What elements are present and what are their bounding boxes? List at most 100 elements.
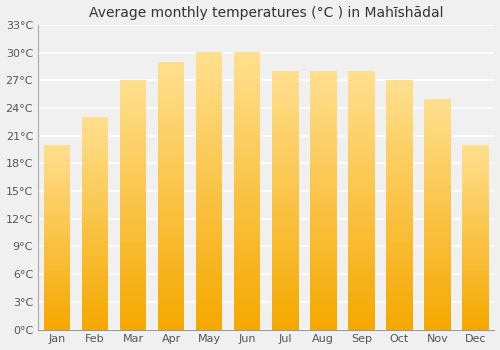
Bar (234, 256, 260, 260)
Bar (44, 237, 70, 240)
Bar (82, 255, 108, 259)
Bar (196, 145, 222, 149)
Bar (310, 153, 336, 157)
Bar (158, 204, 184, 209)
Bar (82, 220, 108, 223)
Bar (310, 200, 336, 205)
Bar (424, 122, 450, 126)
Bar (120, 296, 146, 301)
Bar (424, 287, 450, 291)
Bar (82, 184, 108, 188)
Bar (234, 149, 260, 154)
Bar (348, 217, 374, 222)
Bar (272, 127, 298, 131)
Bar (120, 222, 146, 226)
Bar (424, 195, 450, 199)
Bar (234, 196, 260, 200)
Bar (44, 216, 70, 219)
Bar (120, 176, 146, 180)
Bar (386, 105, 412, 109)
Bar (158, 262, 184, 267)
Bar (234, 228, 260, 233)
Bar (234, 246, 260, 251)
Bar (424, 257, 450, 260)
Bar (462, 185, 488, 188)
Bar (310, 235, 336, 239)
Bar (386, 222, 412, 226)
Bar (462, 216, 488, 219)
Bar (120, 197, 146, 201)
Bar (462, 237, 488, 240)
Bar (82, 287, 108, 290)
Bar (158, 129, 184, 133)
Bar (272, 88, 298, 93)
Bar (386, 122, 412, 126)
Bar (82, 174, 108, 177)
Bar (44, 222, 70, 225)
Bar (272, 247, 298, 252)
Bar (44, 243, 70, 246)
Bar (424, 272, 450, 276)
Bar (196, 325, 222, 330)
Bar (82, 209, 108, 213)
Bar (348, 235, 374, 239)
Bar (310, 239, 336, 243)
Bar (310, 179, 336, 183)
Bar (82, 124, 108, 128)
Bar (120, 130, 146, 134)
Bar (44, 188, 70, 191)
Bar (348, 79, 374, 84)
Bar (310, 157, 336, 162)
Bar (158, 240, 184, 245)
Bar (462, 197, 488, 200)
Bar (158, 209, 184, 214)
Bar (462, 314, 488, 317)
Bar (120, 317, 146, 321)
Bar (272, 316, 298, 321)
Bar (424, 233, 450, 237)
Bar (424, 114, 450, 118)
Bar (424, 99, 450, 103)
Bar (348, 92, 374, 97)
Bar (310, 131, 336, 136)
Bar (424, 226, 450, 230)
Bar (462, 191, 488, 194)
Bar (120, 288, 146, 292)
Bar (462, 228, 488, 231)
Bar (44, 289, 70, 293)
Bar (310, 304, 336, 308)
Bar (82, 273, 108, 276)
Bar (386, 259, 412, 263)
Bar (424, 153, 450, 156)
Bar (348, 105, 374, 110)
Bar (386, 130, 412, 134)
Bar (386, 317, 412, 321)
Bar (348, 239, 374, 243)
Bar (120, 155, 146, 159)
Bar (234, 209, 260, 214)
Bar (424, 203, 450, 206)
Bar (82, 234, 108, 238)
Bar (120, 118, 146, 122)
Bar (120, 151, 146, 155)
Bar (462, 280, 488, 284)
Bar (44, 284, 70, 287)
Bar (158, 298, 184, 303)
Bar (158, 276, 184, 280)
Bar (272, 299, 298, 304)
Bar (158, 280, 184, 285)
Bar (310, 97, 336, 101)
Bar (158, 89, 184, 93)
Bar (44, 160, 70, 163)
Bar (424, 264, 450, 268)
Bar (120, 284, 146, 288)
Bar (196, 279, 222, 284)
Bar (234, 90, 260, 94)
Bar (272, 75, 298, 80)
Bar (424, 133, 450, 137)
Bar (44, 194, 70, 197)
Bar (462, 317, 488, 320)
Bar (348, 243, 374, 248)
Bar (158, 187, 184, 191)
Bar (424, 260, 450, 264)
